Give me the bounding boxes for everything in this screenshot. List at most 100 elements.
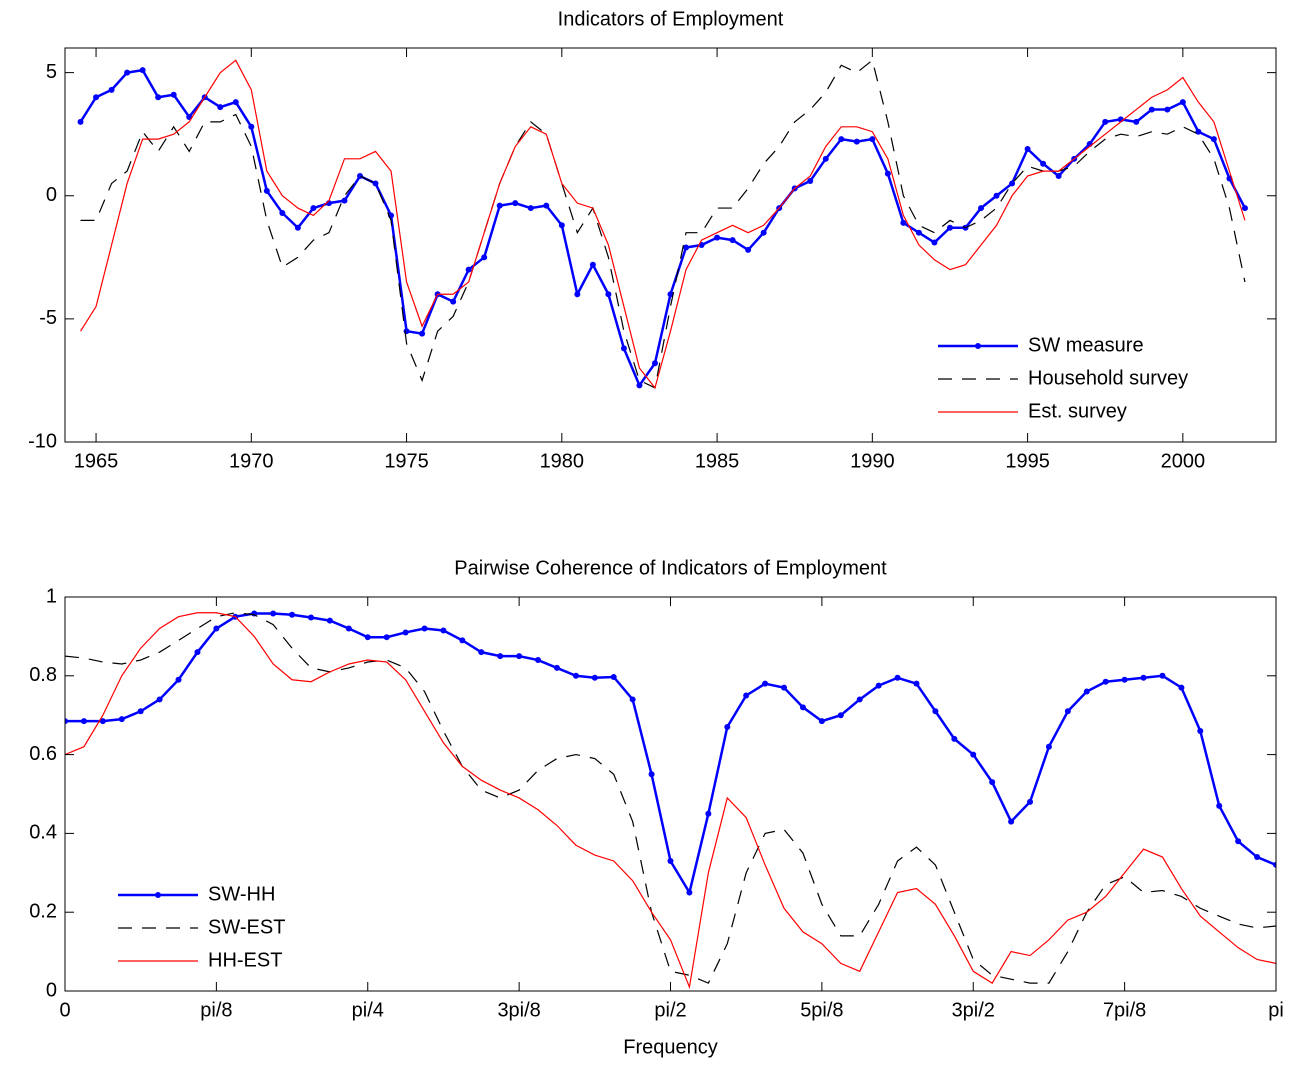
point-marker	[1164, 106, 1171, 113]
point-marker	[372, 180, 379, 187]
point-marker	[620, 345, 627, 352]
x-tick-label: 1980	[540, 450, 585, 472]
point-marker	[527, 205, 534, 212]
point-marker	[263, 187, 270, 194]
point-marker	[294, 224, 301, 231]
point-marker	[1210, 136, 1217, 143]
point-marker	[137, 708, 144, 715]
y-tick-label: 0.8	[29, 664, 57, 686]
point-marker	[80, 718, 87, 725]
point-marker	[574, 291, 581, 298]
point-marker	[856, 696, 863, 703]
chart-title: Pairwise Coherence of Indicators of Empl…	[454, 557, 887, 579]
point-marker	[279, 209, 286, 216]
point-marker	[610, 673, 617, 680]
point-marker	[1197, 727, 1204, 734]
point-marker	[1027, 798, 1034, 805]
axes-frame	[64, 47, 1277, 443]
point-marker	[450, 298, 457, 305]
point-marker	[326, 617, 333, 624]
point-marker	[512, 200, 519, 207]
point-marker	[869, 136, 876, 143]
legend-label: Est. survey	[1028, 400, 1127, 422]
point-marker	[558, 222, 565, 229]
point-marker	[1040, 160, 1047, 167]
point-marker	[1241, 205, 1248, 212]
x-tick-label: 7pi/8	[1103, 999, 1146, 1021]
series-line	[80, 59, 1246, 389]
point-marker	[629, 696, 636, 703]
point-marker	[894, 674, 901, 681]
legend-marker	[975, 343, 981, 349]
point-marker	[553, 664, 560, 671]
x-tick-label: 1975	[384, 450, 429, 472]
legend-marker	[155, 892, 161, 898]
legend-label: SW-HH	[208, 883, 275, 905]
point-marker	[310, 205, 317, 212]
point-marker	[194, 649, 201, 656]
point-marker	[421, 625, 428, 632]
point-marker	[1235, 838, 1242, 845]
x-tick-label: 1990	[850, 450, 895, 472]
y-tick-label: 0.6	[29, 743, 57, 765]
y-tick-label: 0.2	[29, 900, 57, 922]
point-marker	[1024, 145, 1031, 152]
point-marker	[978, 205, 985, 212]
point-marker	[932, 708, 939, 715]
y-tick-label: -5	[39, 307, 57, 329]
point-marker	[170, 91, 177, 98]
x-tick-label: 1965	[74, 450, 119, 472]
point-marker	[465, 266, 472, 273]
point-marker	[915, 229, 922, 236]
point-marker	[543, 202, 550, 209]
point-marker	[118, 716, 125, 723]
point-marker	[714, 234, 721, 241]
point-marker	[838, 136, 845, 143]
point-marker	[648, 771, 655, 778]
plot: Pairwise Coherence of Indicators of Empl…	[29, 557, 1284, 1058]
point-marker	[124, 69, 131, 76]
point-marker	[822, 155, 829, 162]
series-line	[65, 612, 1276, 990]
point-marker	[1254, 854, 1261, 861]
point-marker	[729, 237, 736, 244]
x-tick-label: 3pi/2	[952, 999, 995, 1021]
legend-label: SW measure	[1028, 334, 1144, 356]
x-tick-label: 0	[59, 999, 70, 1021]
y-tick-label: 0	[46, 979, 57, 1001]
x-tick-label: 1985	[695, 450, 740, 472]
point-marker	[248, 123, 255, 130]
point-marker	[1178, 684, 1185, 691]
x-tick-label: 1995	[1005, 450, 1050, 472]
point-marker	[459, 637, 466, 644]
point-marker	[993, 192, 1000, 199]
x-tick-label: pi/8	[200, 999, 232, 1021]
point-marker	[402, 629, 409, 636]
point-marker	[93, 94, 100, 101]
point-marker	[1216, 802, 1223, 809]
y-tick-label: 0.4	[29, 822, 57, 844]
point-marker	[419, 330, 426, 337]
x-tick-label: 3pi/8	[497, 999, 540, 1021]
point-marker	[289, 611, 296, 618]
point-marker	[1064, 708, 1071, 715]
point-marker	[1159, 672, 1166, 679]
point-marker	[99, 718, 106, 725]
point-marker	[724, 724, 731, 731]
point-marker	[781, 684, 788, 691]
point-marker	[139, 67, 146, 74]
y-tick-label: -10	[28, 430, 57, 452]
point-marker	[155, 94, 162, 101]
series-line	[65, 612, 1276, 984]
point-marker	[818, 718, 825, 725]
point-marker	[497, 653, 504, 660]
series-line	[79, 68, 1247, 388]
x-axis-label: Frequency	[623, 1036, 718, 1058]
series-line	[80, 59, 1246, 390]
x-tick-label: pi/2	[654, 999, 686, 1021]
point-marker	[1273, 861, 1276, 868]
point-marker	[605, 291, 612, 298]
chart-title: Indicators of Employment	[558, 8, 784, 30]
point-marker	[270, 610, 277, 617]
point-marker	[760, 229, 767, 236]
